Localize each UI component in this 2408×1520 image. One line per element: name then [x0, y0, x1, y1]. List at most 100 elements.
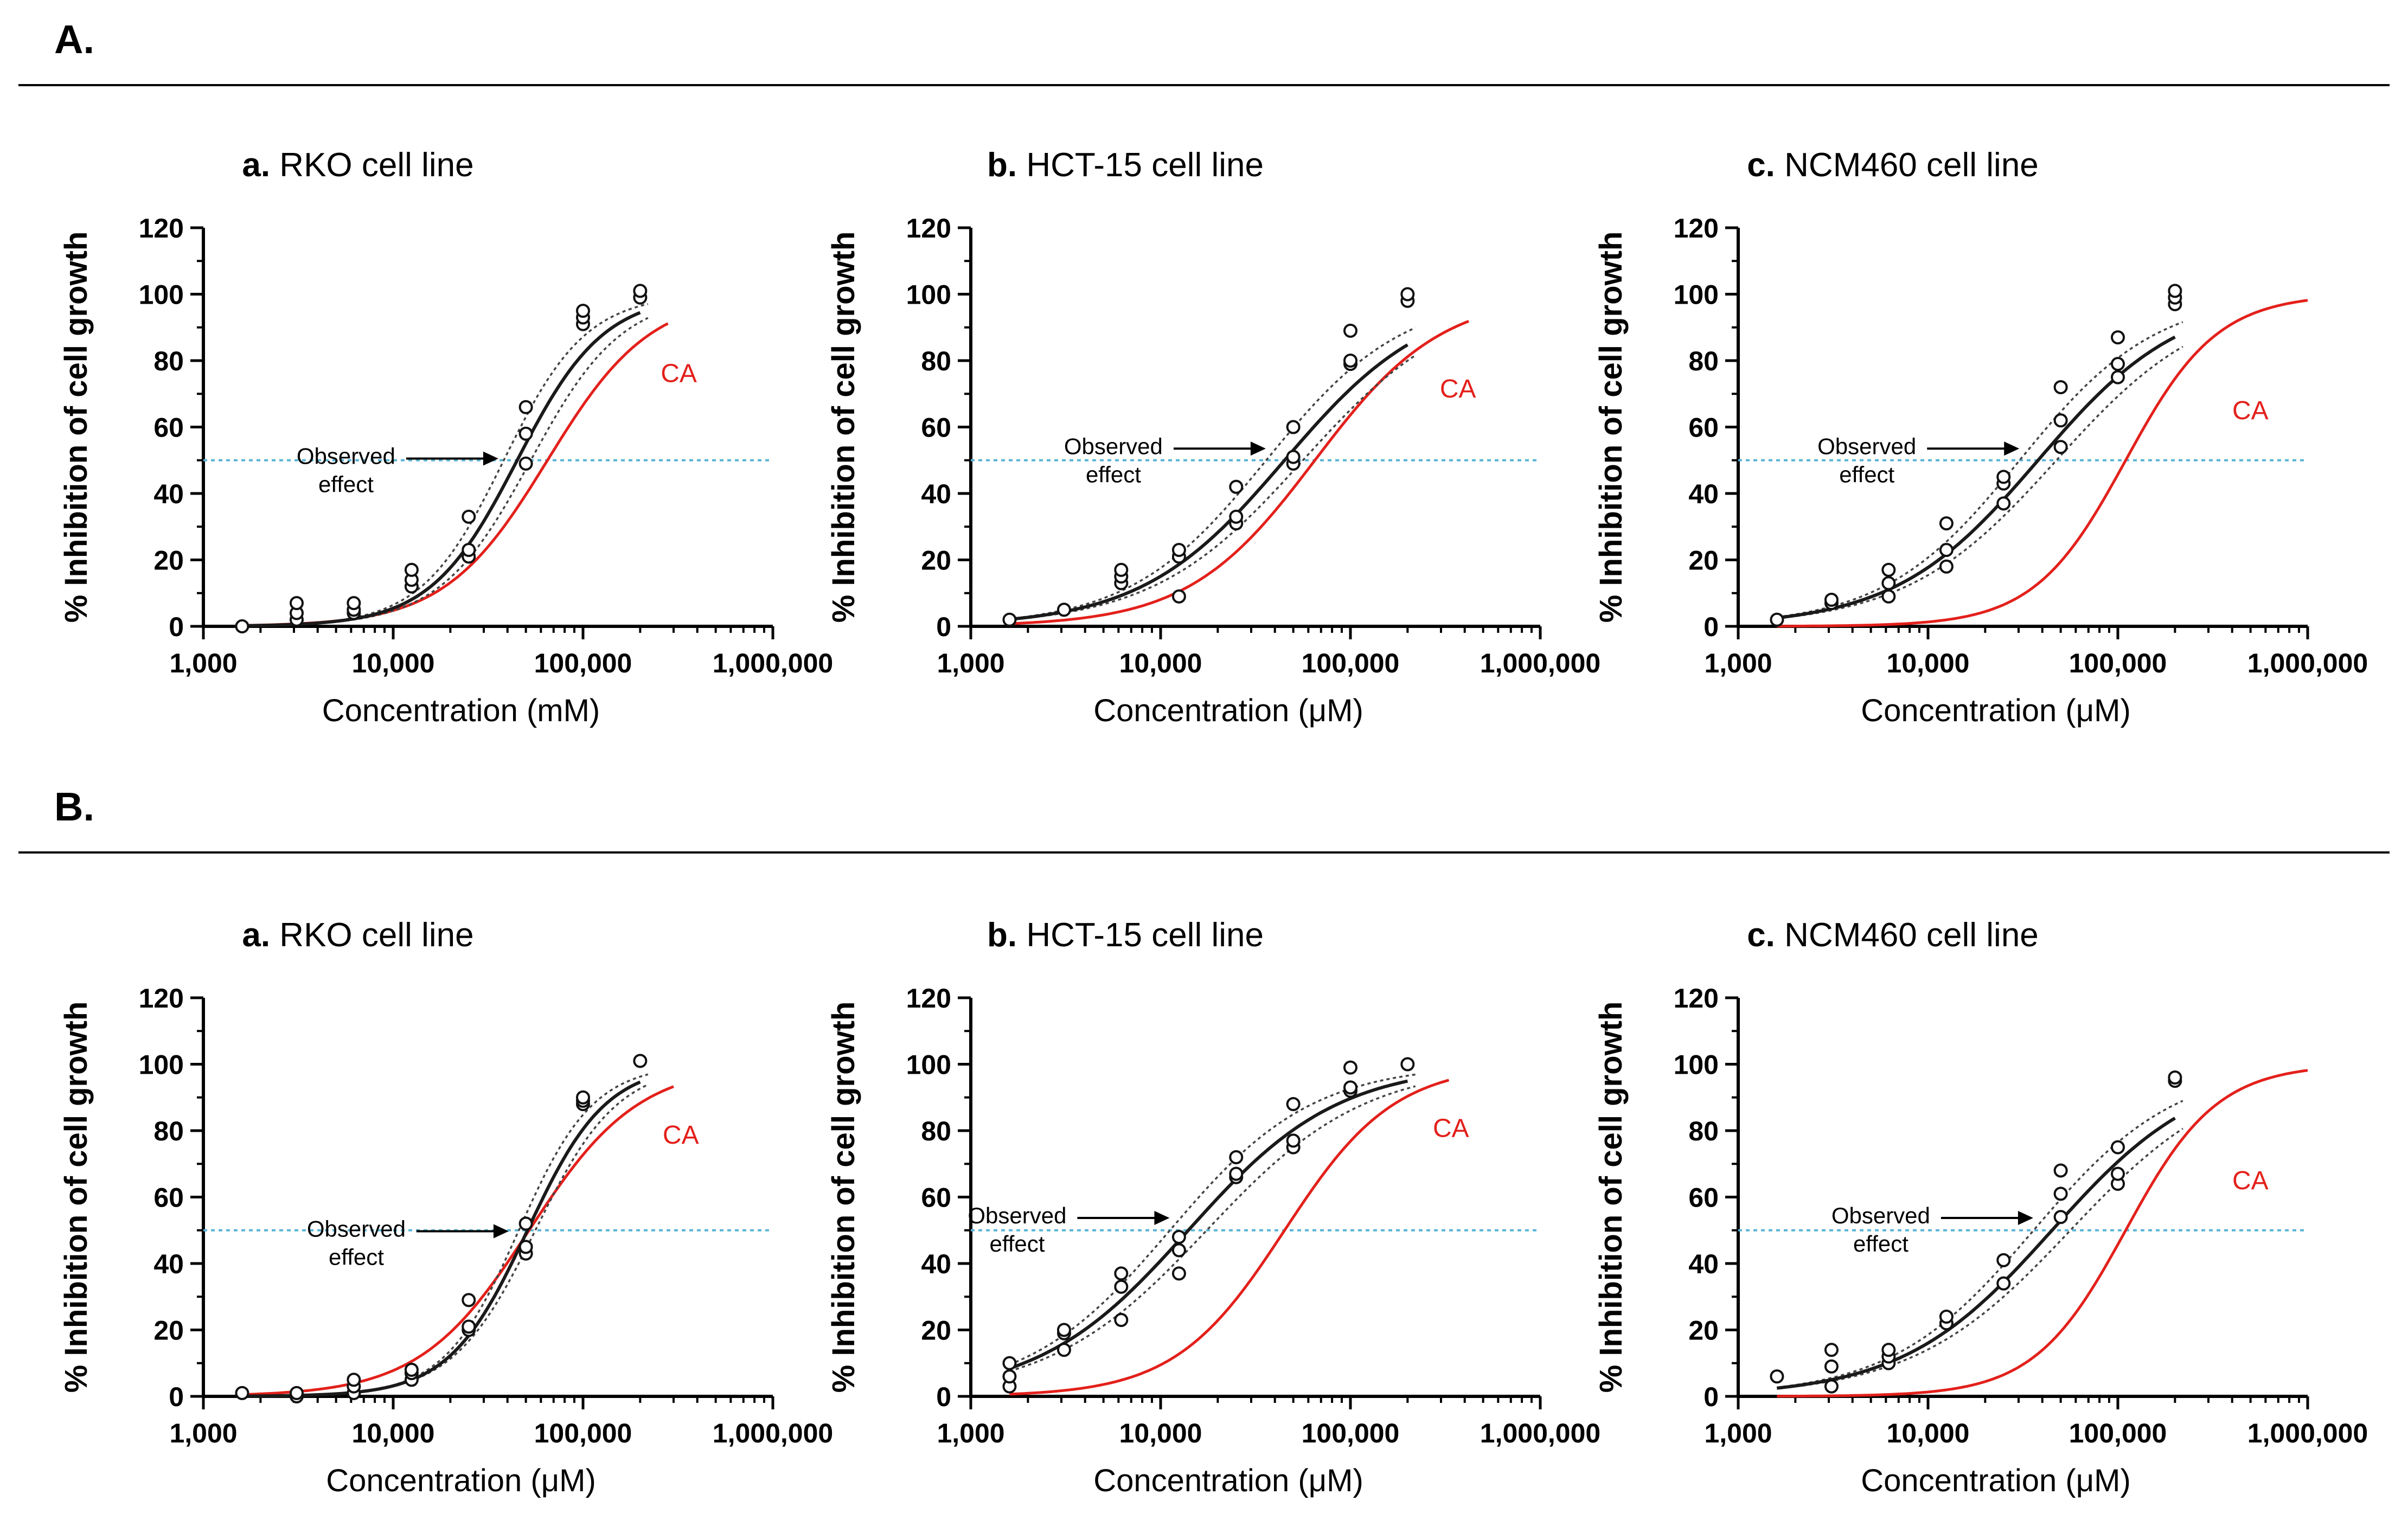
ca-curve — [242, 322, 669, 627]
ci-lower-curve — [1777, 345, 2183, 620]
data-point — [576, 1090, 590, 1105]
y-tick-label: 60 — [1688, 413, 1719, 443]
y-tick-label: 40 — [921, 1249, 951, 1279]
data-point — [1002, 1356, 1017, 1370]
panel-title: a. RKO cell line — [242, 916, 473, 954]
data-point — [1286, 450, 1301, 464]
data-point — [1881, 562, 1896, 577]
y-tick-label: 100 — [906, 280, 951, 310]
data-point — [1343, 1060, 1357, 1075]
chart-panel-b-3: c. NCM460 cell line 0 20 40 60 80 100 120 1,000 1… — [1593, 916, 2368, 1498]
annotation-observed-line1: Observed — [307, 1216, 406, 1242]
data-point — [1400, 1057, 1415, 1072]
x-tick-label: 100,000 — [1302, 648, 1400, 678]
data-point — [404, 1363, 419, 1377]
x-tick-label: 1,000,000 — [713, 648, 833, 678]
y-tick-label: 20 — [921, 546, 951, 576]
x-axis-label: Concentration (mM) — [322, 693, 600, 728]
y-tick-label: 20 — [1688, 546, 1719, 576]
x-axis-label: Concentration (μM) — [1861, 1463, 2131, 1498]
y-tick-label: 80 — [153, 1116, 184, 1146]
y-axis-label: % Inhibition of cell growth — [826, 232, 861, 623]
y-tick-label: 20 — [153, 546, 184, 576]
panel-title: c. NCM460 cell line — [1747, 146, 2039, 184]
section-label-a: A. — [54, 17, 94, 62]
panel-title-text: RKO cell line — [270, 146, 474, 184]
section-label-b: B. — [54, 784, 94, 829]
chart-panel-a-3: c. NCM460 cell line 0 20 40 60 80 100 120 1,000 1… — [1593, 146, 2368, 728]
data-point — [1229, 1166, 1244, 1181]
x-tick-label: 1,000 — [937, 1418, 1004, 1448]
data-point — [2111, 330, 2125, 345]
panel-title-letter: c. — [1747, 146, 1775, 184]
observed-curve — [1009, 1079, 1408, 1370]
annotation-observed-line2: effect — [329, 1245, 384, 1270]
y-tick-label: 60 — [153, 413, 184, 443]
x-tick-label: 100,000 — [2069, 1418, 2167, 1448]
data-point — [1002, 612, 1017, 627]
data-point — [1996, 470, 2011, 484]
y-tick-label: 80 — [1688, 346, 1719, 376]
y-tick-label: 60 — [1688, 1183, 1719, 1213]
data-point — [2168, 1070, 2182, 1085]
data-point — [289, 1386, 304, 1400]
data-point — [518, 456, 533, 471]
annotation-arrow-head — [1154, 1211, 1170, 1226]
data-point — [1171, 589, 1186, 604]
x-tick-label: 100,000 — [1302, 1418, 1400, 1448]
data-point — [1002, 1369, 1017, 1384]
y-axis-label: % Inhibition of cell growth — [59, 1002, 94, 1393]
y-tick-label: 60 — [153, 1183, 184, 1213]
observed-curve — [1777, 335, 2176, 620]
y-tick-label: 60 — [921, 413, 951, 443]
data-point — [1114, 1313, 1129, 1327]
annotation-observed-line1: Observed — [1817, 433, 1916, 459]
data-point — [2111, 357, 2125, 371]
y-tick-label: 40 — [1688, 1249, 1719, 1279]
y-tick-label: 0 — [169, 612, 184, 642]
data-point — [1343, 354, 1357, 368]
data-point — [2053, 380, 2068, 394]
data-point — [2111, 1166, 2125, 1181]
y-tick-label: 40 — [921, 479, 951, 509]
panel-title-letter: c. — [1747, 916, 1775, 954]
y-tick-label: 20 — [921, 1316, 951, 1346]
annotation-arrow-head — [2018, 1211, 2033, 1226]
y-tick-label: 0 — [169, 1382, 184, 1412]
x-tick-label: 1,000 — [937, 648, 1004, 678]
annotation-arrow-head — [1250, 441, 1266, 456]
data-point — [1996, 1253, 2011, 1267]
ca-label: CA — [2232, 1166, 2269, 1195]
ca-label: CA — [2232, 396, 2269, 425]
x-axis-label: Concentration (μM) — [1861, 693, 2131, 728]
data-point — [518, 1240, 533, 1254]
y-tick-label: 100 — [906, 1050, 951, 1080]
ca-curve — [242, 1085, 674, 1396]
y-tick-label: 120 — [906, 213, 951, 243]
data-point — [1114, 562, 1129, 577]
x-tick-label: 1,000,000 — [1480, 1418, 1600, 1448]
data-point — [518, 426, 533, 441]
x-tick-label: 10,000 — [1119, 648, 1202, 678]
y-axis-label: % Inhibition of cell growth — [1593, 232, 1629, 623]
data-point — [2111, 1140, 2125, 1155]
data-point — [1171, 1266, 1186, 1281]
annotation-observed-line1: Observed — [968, 1203, 1066, 1228]
annotation-observed-line2: effect — [318, 472, 374, 497]
annotation-observed-line2: effect — [1839, 461, 1894, 487]
data-point — [462, 1293, 476, 1307]
panel-title-text: NCM460 cell line — [1775, 916, 2039, 954]
y-tick-label: 100 — [139, 280, 184, 310]
data-point — [1881, 589, 1896, 604]
y-tick-label: 120 — [1674, 983, 1719, 1014]
data-point — [1056, 1323, 1071, 1337]
data-point — [2053, 1163, 2068, 1178]
ca-curve — [1777, 299, 2308, 628]
x-tick-label: 1,000,000 — [2247, 648, 2368, 678]
ci-lower-curve — [242, 317, 649, 627]
ci-lower-curve — [1009, 354, 1416, 621]
data-point — [1114, 1266, 1129, 1281]
data-point — [462, 543, 476, 557]
data-point — [2053, 440, 2068, 454]
